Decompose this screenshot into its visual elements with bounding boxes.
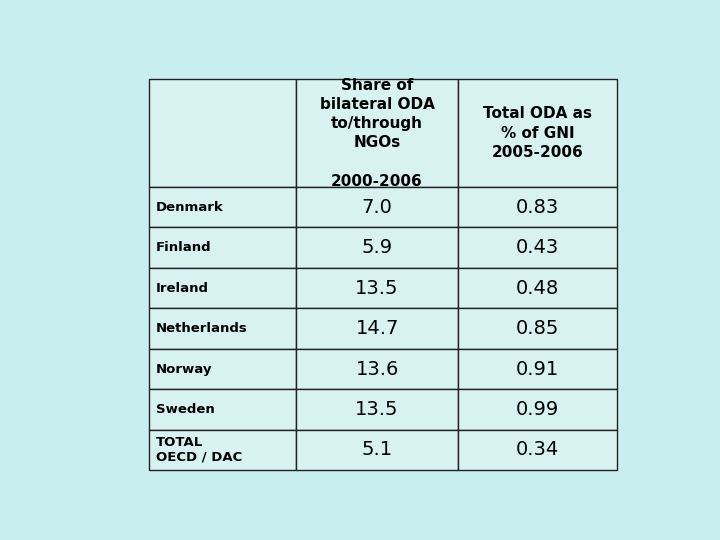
Text: 5.9: 5.9 <box>361 238 392 257</box>
Text: 13.5: 13.5 <box>356 400 399 419</box>
Bar <box>458 187 617 227</box>
Text: 0.43: 0.43 <box>516 238 559 257</box>
Text: Total ODA as
% of GNI
2005-2006: Total ODA as % of GNI 2005-2006 <box>483 106 592 160</box>
Text: Finland: Finland <box>156 241 212 254</box>
Text: 0.34: 0.34 <box>516 441 559 460</box>
Text: TOTAL
OECD / DAC: TOTAL OECD / DAC <box>156 436 242 464</box>
Text: 0.83: 0.83 <box>516 198 559 217</box>
Text: 0.99: 0.99 <box>516 400 559 419</box>
Bar <box>148 79 296 187</box>
Text: 7.0: 7.0 <box>361 198 392 217</box>
Bar <box>458 389 617 430</box>
Text: Ireland: Ireland <box>156 281 209 294</box>
Bar <box>148 268 296 308</box>
Bar <box>296 187 458 227</box>
Bar <box>458 268 617 308</box>
Bar <box>148 227 296 268</box>
Bar <box>296 430 458 470</box>
Text: Netherlands: Netherlands <box>156 322 248 335</box>
Bar <box>296 268 458 308</box>
Text: 0.48: 0.48 <box>516 279 559 298</box>
Text: 5.1: 5.1 <box>361 441 392 460</box>
Bar <box>458 79 617 187</box>
Text: 0.91: 0.91 <box>516 360 559 379</box>
Text: Share of
bilateral ODA
to/through
NGOs

2000-2006: Share of bilateral ODA to/through NGOs 2… <box>320 78 435 188</box>
Bar <box>458 349 617 389</box>
Bar <box>296 308 458 349</box>
Bar <box>148 187 296 227</box>
Bar <box>296 349 458 389</box>
Text: Norway: Norway <box>156 362 212 375</box>
Bar <box>148 349 296 389</box>
Bar <box>458 308 617 349</box>
Text: Sweden: Sweden <box>156 403 215 416</box>
Text: 13.5: 13.5 <box>356 279 399 298</box>
Text: 0.85: 0.85 <box>516 319 559 338</box>
Bar <box>296 389 458 430</box>
Bar <box>148 430 296 470</box>
Text: 13.6: 13.6 <box>356 360 399 379</box>
Text: Denmark: Denmark <box>156 200 224 214</box>
Bar <box>296 227 458 268</box>
Text: 14.7: 14.7 <box>356 319 399 338</box>
Bar <box>148 389 296 430</box>
Bar <box>148 308 296 349</box>
Bar <box>296 79 458 187</box>
Bar <box>458 227 617 268</box>
Bar <box>458 430 617 470</box>
